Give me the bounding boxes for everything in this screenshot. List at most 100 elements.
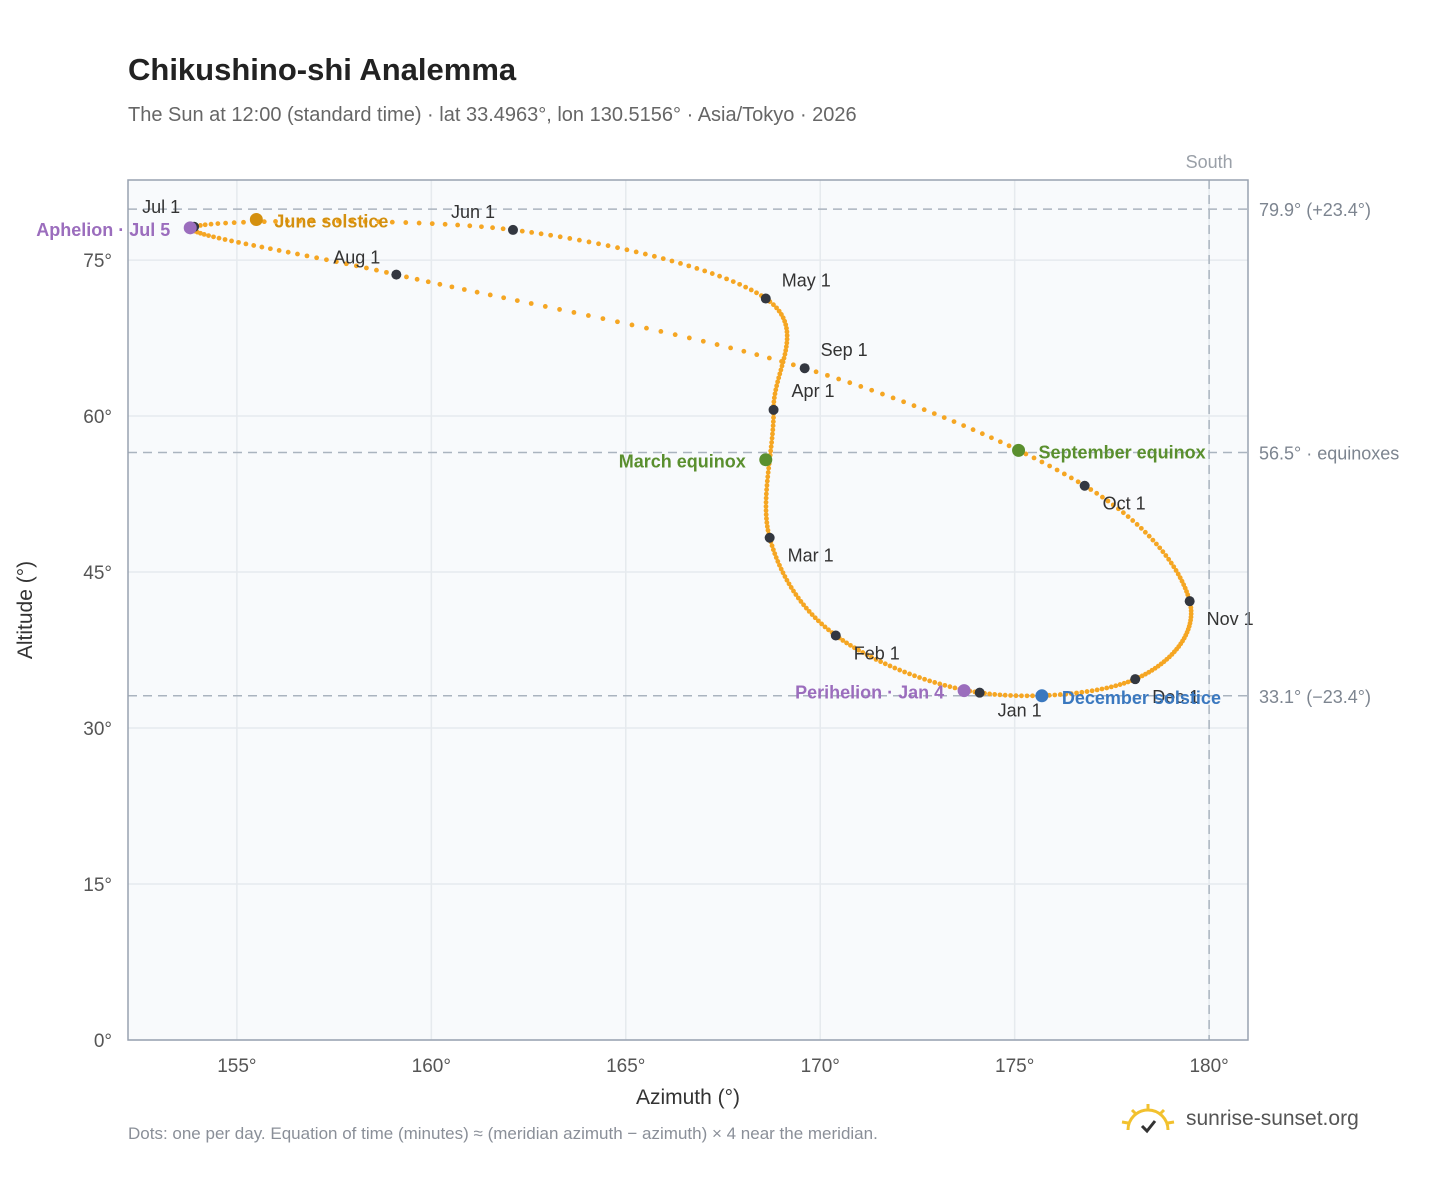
- daily-sun-dot: [629, 322, 635, 328]
- x-tick-label: 175°: [995, 1056, 1034, 1077]
- daily-sun-dot: [1125, 679, 1131, 685]
- daily-sun-dot: [798, 599, 804, 604]
- daily-sun-dot: [771, 302, 776, 308]
- daily-sun-dot: [771, 395, 777, 401]
- month-label: Oct 1: [1103, 494, 1146, 514]
- month-label: Jul 1: [142, 197, 180, 217]
- daily-sun-dot: [784, 340, 790, 346]
- daily-sun-dot: [490, 225, 495, 231]
- daily-sun-dot: [897, 667, 903, 673]
- month-marker: [1184, 596, 1195, 607]
- daily-sun-dot: [304, 253, 310, 259]
- daily-sun-dot: [921, 407, 927, 413]
- month-marker: [974, 687, 985, 698]
- daily-sun-dot: [778, 367, 784, 373]
- daily-sun-dot: [772, 551, 778, 557]
- daily-sun-dot: [987, 691, 992, 697]
- daily-sun-dot: [201, 231, 207, 237]
- event-label: June solstice: [274, 212, 388, 232]
- daily-sun-dot: [538, 231, 544, 237]
- daily-sun-dot: [840, 638, 846, 643]
- daily-sun-dot: [1153, 541, 1159, 547]
- month-label: Aug 1: [333, 248, 380, 268]
- daily-sun-dot: [633, 249, 639, 255]
- daily-sun-dot: [801, 602, 806, 608]
- daily-sun-dot: [770, 423, 776, 429]
- daily-sun-dot: [743, 284, 749, 290]
- x-axis-label: Azimuth (°): [636, 1086, 740, 1109]
- daily-sun-dot: [208, 221, 214, 227]
- daily-sun-dot: [932, 680, 938, 685]
- daily-sun-dot: [615, 245, 620, 251]
- daily-sun-dot: [947, 684, 953, 690]
- meridian-label: South: [1186, 152, 1233, 172]
- daily-sun-dot: [1006, 443, 1012, 449]
- daily-sun-dot: [1173, 568, 1179, 573]
- daily-sun-dot: [773, 555, 779, 560]
- brand[interactable]: sunrise-sunset.org: [1120, 1102, 1359, 1136]
- daily-sun-dot: [1094, 687, 1100, 693]
- daily-sun-dot: [764, 478, 770, 484]
- month-markers: Jan 1 Feb 1 Mar 1 Apr 1 May 1 Jun 1 Jul 1 Aug 1…: [142, 197, 1254, 721]
- brand-name: sunrise-sunset.org: [1186, 1107, 1359, 1130]
- month-label: Mar 1: [788, 546, 834, 566]
- daily-sun-dot: [864, 652, 870, 658]
- daily-sun-dot: [474, 289, 480, 295]
- daily-sun-dot: [487, 292, 493, 298]
- daily-sun-dot: [702, 268, 708, 274]
- daily-sun-dot: [437, 281, 443, 287]
- daily-sun-dot: [1108, 684, 1114, 690]
- event-label: March equinox: [619, 452, 746, 472]
- daily-sun-dot: [768, 444, 774, 450]
- daily-sun-dot: [860, 650, 866, 655]
- daily-sun-dot: [737, 281, 743, 287]
- daily-sun-dot: [467, 223, 473, 229]
- daily-sun-dot: [1105, 498, 1111, 504]
- daily-sun-dot: [728, 345, 733, 351]
- daily-sun-dot: [979, 431, 985, 437]
- daily-sun-dot: [803, 605, 809, 611]
- daily-sun-dot: [825, 372, 830, 378]
- daily-sun-dot: [567, 236, 573, 241]
- daily-sun-dot: [822, 624, 828, 630]
- daily-sun-dot: [795, 595, 801, 601]
- daily-sun-dot: [404, 274, 409, 280]
- daily-sun-dot: [1116, 506, 1121, 512]
- daily-sun-dot: [952, 685, 958, 691]
- daily-sun-dot: [586, 239, 592, 245]
- daily-sun-dot: [231, 220, 237, 226]
- daily-sun-dot: [784, 333, 790, 338]
- daily-sun-dot: [709, 271, 715, 276]
- daily-sun-dot: [901, 399, 907, 405]
- daily-sun-dot: [1117, 682, 1123, 687]
- daily-sun-dot: [771, 399, 777, 405]
- daily-sun-dot: [764, 487, 770, 493]
- plot-background: [128, 180, 1248, 1040]
- daily-sun-dot: [778, 566, 784, 572]
- month-label: Feb 1: [854, 643, 900, 663]
- daily-sun-dot: [773, 387, 779, 393]
- daily-sun-dot: [1008, 693, 1013, 698]
- daily-sun-dot: [790, 362, 796, 368]
- daily-sun-dot: [783, 348, 789, 353]
- daily-sun-dot: [892, 665, 898, 671]
- daily-sun-dot: [779, 363, 785, 369]
- daily-sun-dot: [858, 384, 864, 389]
- daily-sun-dot: [763, 508, 769, 513]
- daily-sun-dot: [856, 647, 861, 653]
- daily-sun-dot: [769, 543, 775, 549]
- daily-sun-dot: [1166, 556, 1172, 562]
- event-label: Aphelion · Jul 5: [36, 220, 170, 240]
- daily-sun-dot: [442, 221, 448, 227]
- daily-sun-dot: [806, 608, 812, 614]
- daily-sun-dot: [576, 237, 582, 243]
- event-marker: [1035, 689, 1049, 703]
- daily-sun-dot: [741, 348, 747, 354]
- daily-sun-dot: [669, 258, 675, 264]
- daily-sun-dot: [261, 219, 267, 225]
- month-label: May 1: [782, 271, 831, 291]
- month-label: Jun 1: [451, 202, 495, 222]
- month-label: Sep 1: [821, 340, 868, 360]
- daily-sun-dot: [765, 474, 771, 480]
- plot-frame: [127, 179, 1249, 1041]
